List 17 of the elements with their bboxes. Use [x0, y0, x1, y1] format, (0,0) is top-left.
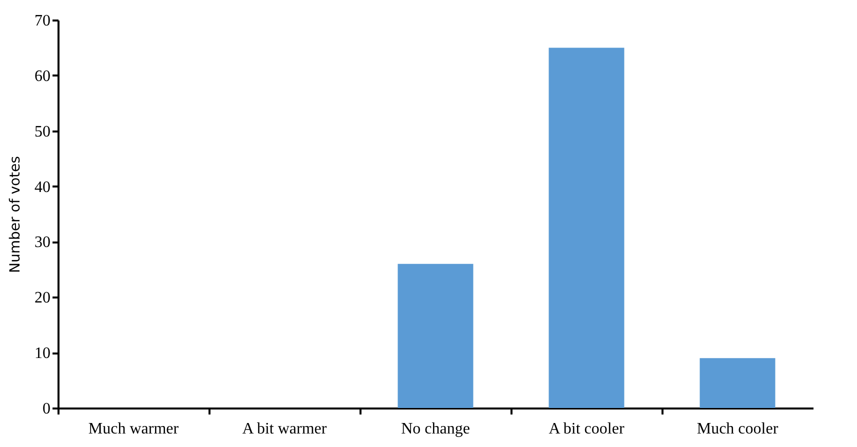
y-tick-label: 0 [42, 400, 50, 418]
x-tick-label: No change [401, 420, 470, 438]
bar [548, 48, 624, 408]
y-tick-label: 20 [34, 290, 50, 307]
bar [700, 358, 776, 408]
y-tick-label: 70 [34, 12, 50, 30]
x-tick-label: A bit warmer [242, 420, 328, 438]
y-axis-title: Number of votes [8, 156, 24, 273]
bar [398, 264, 474, 408]
y-tick-label: 40 [34, 178, 50, 196]
y-tick-label: 10 [34, 345, 50, 362]
x-tick-label: Much cooler [696, 420, 779, 438]
y-tick-label: 30 [34, 234, 50, 252]
x-tick-label: A bit cooler [548, 420, 625, 438]
x-tick-label: Much warmer [88, 420, 180, 438]
y-tick-label: 50 [34, 123, 50, 140]
y-tick-label: 60 [34, 68, 50, 85]
